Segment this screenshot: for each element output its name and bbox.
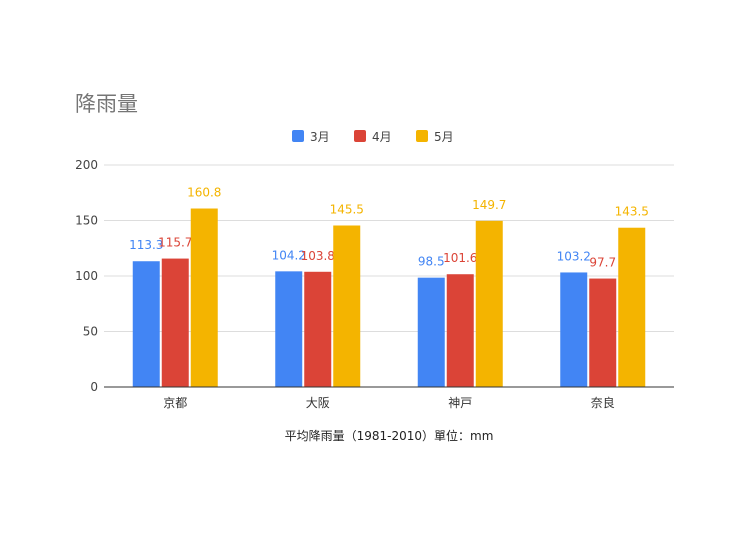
legend-label: 4月: [372, 130, 392, 144]
bar-4月-大阪: [304, 271, 332, 387]
y-tick-label: 200: [75, 158, 98, 172]
bar-3月-神戸: [417, 277, 445, 387]
bar-5月-神戸: [475, 220, 503, 387]
data-label: 149.7: [472, 198, 506, 212]
bar-3月-奈良: [560, 272, 588, 387]
data-label: 113.3: [129, 238, 163, 252]
y-tick-label: 50: [83, 325, 98, 339]
bar-5月-京都: [190, 208, 218, 387]
data-label: 143.5: [615, 205, 649, 219]
legend-label: 3月: [310, 130, 330, 144]
bar-5月-大阪: [333, 225, 361, 387]
bar-3月-大阪: [275, 271, 303, 387]
x-category-label: 奈良: [591, 395, 615, 410]
bar-5月-奈良: [618, 227, 646, 387]
x-category-label: 神戸: [448, 396, 472, 410]
legend-label: 5月: [434, 130, 454, 144]
bar-4月-京都: [161, 258, 189, 387]
data-label: 103.2: [557, 249, 591, 263]
data-label: 97.7: [589, 256, 616, 270]
y-axis-ticks: 0 50 100 150 200: [75, 158, 98, 394]
legend-swatch: [292, 130, 304, 142]
data-label: 160.8: [187, 186, 221, 200]
legend: 3月 4月 5月: [292, 130, 454, 144]
bar-4月-奈良: [589, 278, 617, 387]
bar-3月-京都: [132, 261, 160, 387]
x-category-label: 京都: [163, 396, 187, 410]
y-tick-label: 100: [75, 269, 98, 283]
chart-title: 降雨量: [75, 92, 138, 116]
y-tick-label: 0: [90, 380, 98, 394]
data-label: 115.7: [158, 236, 192, 250]
x-category-label: 大阪: [306, 396, 330, 410]
bar-4月-神戸: [446, 274, 474, 387]
legend-swatch: [354, 130, 366, 142]
x-axis-categories: 京都 大阪 神戸 奈良: [163, 395, 615, 410]
data-label: 103.8: [301, 249, 335, 263]
legend-swatch: [416, 130, 428, 142]
data-label: 145.5: [330, 202, 364, 216]
data-label: 101.6: [443, 251, 477, 265]
data-label: 104.2: [272, 248, 306, 262]
data-label: 98.5: [418, 255, 445, 269]
y-tick-label: 150: [75, 214, 98, 228]
x-axis-label: 平均降雨量（1981-2010）單位：mm: [285, 428, 494, 443]
